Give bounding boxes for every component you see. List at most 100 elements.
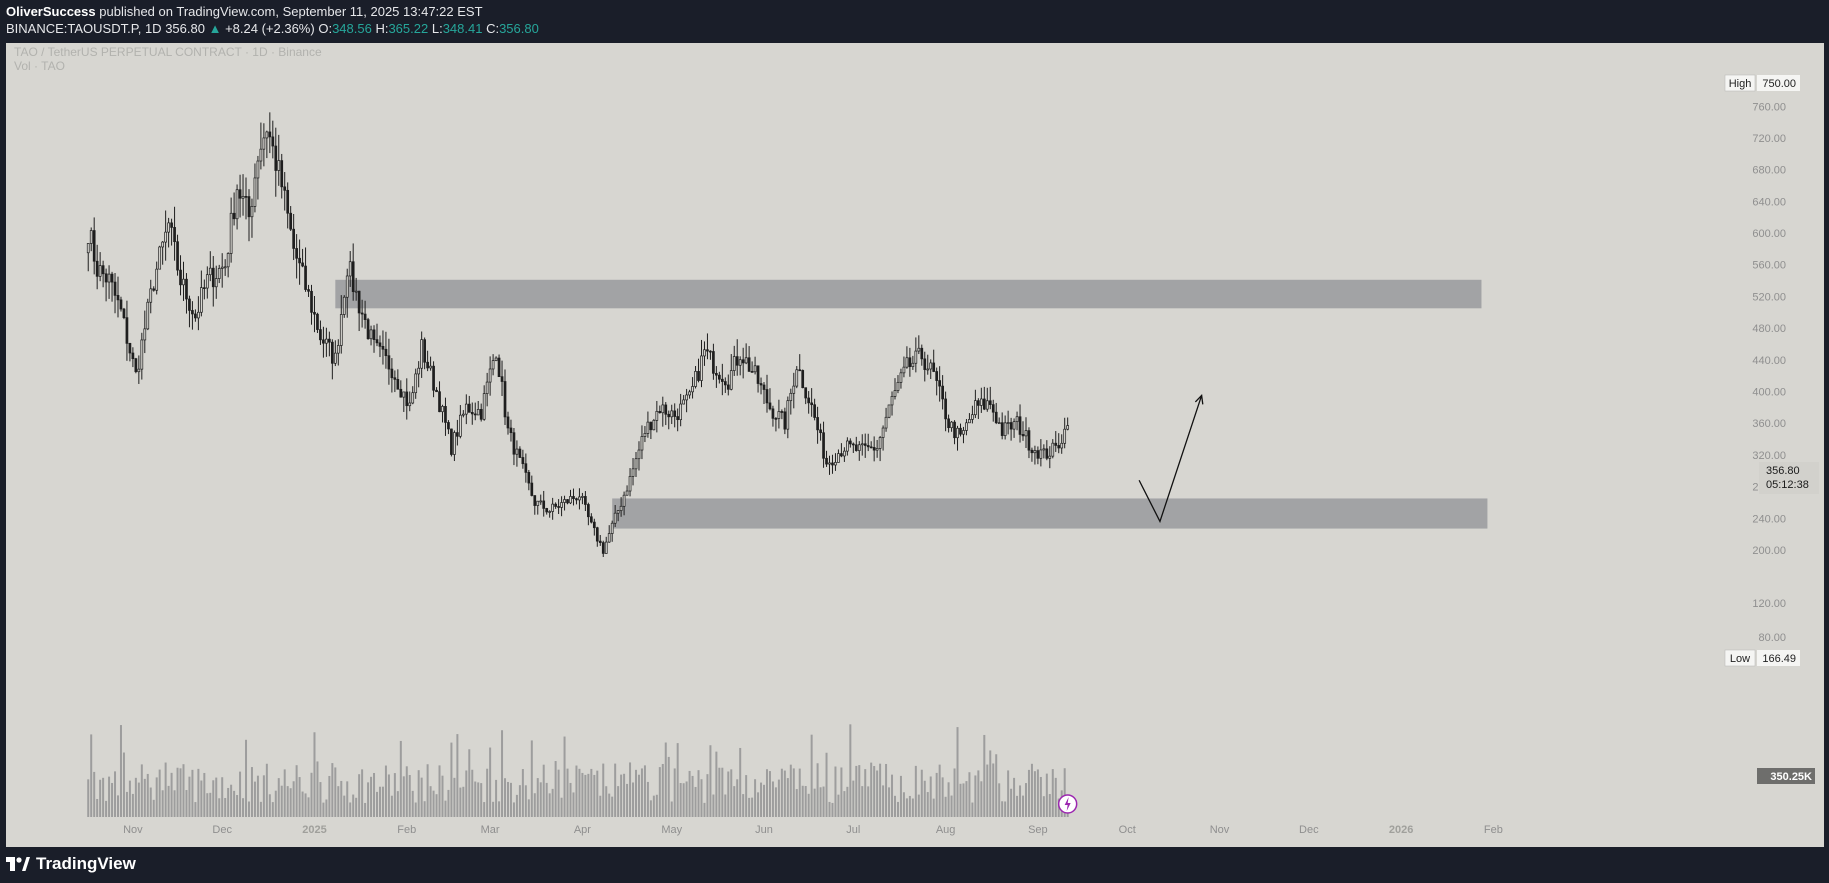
volume-bar [197,768,200,817]
volume-bar [977,770,980,817]
candle-body [673,410,677,417]
candle-body [459,414,462,437]
volume-bar [896,801,899,817]
candle-body [1051,442,1055,457]
candle-body [319,329,322,341]
volume-bar [471,769,474,817]
publish-info: OliverSuccess published on TradingView.c… [6,4,483,19]
volume-bar [477,782,480,817]
candle-body [456,432,459,437]
volume-bar [718,767,721,817]
volume-bar [411,790,414,817]
candle-body [712,351,715,374]
volume-bar [697,770,700,817]
volume-bar [712,794,715,817]
volume-bar [935,772,938,817]
volume-bar [569,782,572,817]
candle-body [664,404,668,415]
candle-body [843,450,846,457]
candle-body [569,496,572,504]
candle-body [1042,448,1046,451]
volume-bar [938,764,941,817]
candle-body [798,369,802,372]
y-tick-label: 80.00 [1758,632,1786,644]
volume-bar [474,781,477,817]
candle-body [566,499,569,504]
volume-bar [459,787,462,817]
candle-body [872,447,876,451]
candle-body [128,343,132,354]
volume-bar [358,774,361,817]
x-tick-label: Jun [755,824,773,836]
volume-bar [355,797,358,817]
candle-body [384,348,388,357]
candle-body [869,446,873,449]
volume-bar [893,795,896,817]
volume-bar [956,727,959,817]
low-label-tag [1724,649,1756,667]
volume-bar [879,763,882,817]
candle-body [330,341,334,364]
candle-body [366,319,370,340]
volume-bar [524,785,527,817]
candle-body [545,508,549,513]
volume-bar [643,765,646,817]
volume-bar [426,764,429,817]
volume-indicator-label: Vol · TAO [14,59,65,73]
volume-bar [980,781,983,817]
volume-bar [632,782,635,817]
volume-bar [182,764,185,817]
volume-bar [566,768,569,817]
low-label: Low 166.49 [1724,649,1800,667]
volume-bar [155,777,158,817]
candle-body [604,541,608,554]
candle-body [959,427,962,435]
volume-bar [992,763,995,817]
candle-body [214,278,218,288]
candle-body [691,386,694,393]
candle-body [265,131,269,139]
candle-body [268,131,272,138]
candle-body [241,196,245,199]
volume-bar [259,801,262,817]
candle-body [1012,421,1016,430]
candle-body [208,267,212,276]
y-tick-label: 120.00 [1752,598,1786,610]
volume-bar [563,736,566,817]
candle-body [188,298,191,311]
candle-body [777,411,781,419]
candle-body [101,265,105,275]
lightning-alert-icon[interactable] [1057,794,1078,814]
volume-bar [438,765,441,817]
candle-body [878,437,882,449]
volume-bar [873,766,876,817]
candle-body [125,317,129,344]
high-label-text: High [1729,78,1752,90]
candle-body [369,329,373,340]
candle-body [890,396,894,406]
volume-bar [986,764,989,817]
zone-2[interactable] [612,498,1488,529]
volume-bar [754,779,757,817]
volume-bar [456,734,459,817]
volume-bar [307,797,310,817]
zone-1[interactable] [335,279,1482,309]
price-chart[interactable]: TAO / TetherUS PERPETUAL CONTRACT · 1D ·… [6,43,1824,847]
candle-body [113,281,117,296]
volume-bar [390,795,393,817]
candle-body [795,369,799,387]
volume-bar [533,793,536,817]
volume-bar [584,774,587,817]
volume-bar [578,768,581,817]
volume-bar [1013,777,1016,817]
candle-body [140,339,144,370]
candle-body [464,403,468,415]
lightning-alert-icon-bolt[interactable] [1064,797,1071,811]
candle-body [732,356,736,371]
volume-bar [185,790,188,817]
candle-body [328,338,331,343]
volume-bar [483,802,486,817]
candle-body [298,257,301,264]
candle-body [819,429,822,434]
volume-bar [319,782,322,817]
